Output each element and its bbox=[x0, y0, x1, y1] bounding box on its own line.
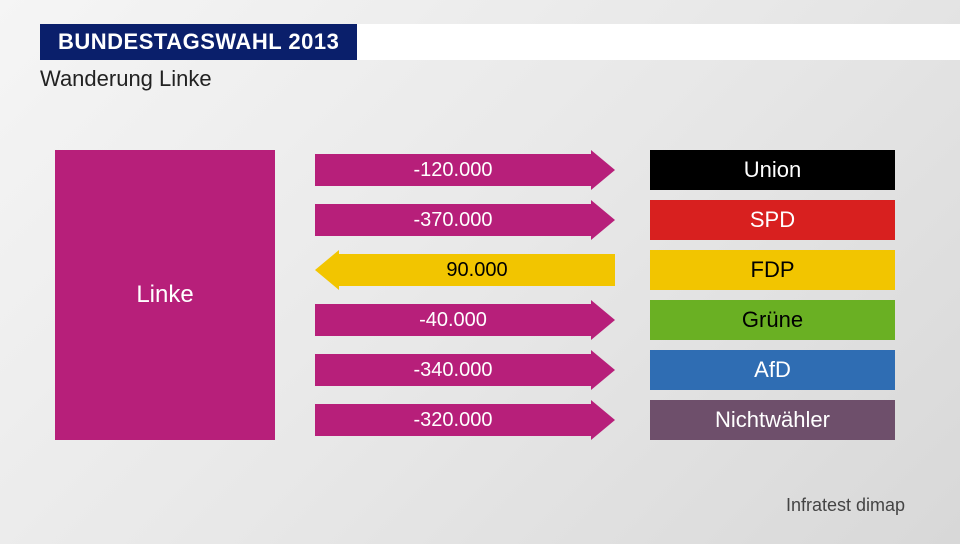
party-label: Union bbox=[650, 150, 895, 190]
arrow-right-icon bbox=[591, 300, 615, 340]
arrow-right-icon bbox=[591, 200, 615, 240]
arrow-right-icon bbox=[591, 350, 615, 390]
flow-value: 90.000 bbox=[339, 254, 615, 286]
flow-value: -320.000 bbox=[315, 404, 591, 436]
flow-value: -40.000 bbox=[315, 304, 591, 336]
flow-arrows: -120.000 -370.000 90.000 -40.000 -340.000 -32… bbox=[315, 150, 615, 450]
main-party-label: Linke bbox=[136, 281, 193, 309]
flow-value: -340.000 bbox=[315, 354, 591, 386]
flow-value: -370.000 bbox=[315, 204, 591, 236]
flow-arrow: -40.000 bbox=[315, 300, 615, 340]
party-label: Nichtwähler bbox=[650, 400, 895, 440]
party-label: SPD bbox=[650, 200, 895, 240]
flow-value: -120.000 bbox=[315, 154, 591, 186]
party-label: FDP bbox=[650, 250, 895, 290]
party-label: AfD bbox=[650, 350, 895, 390]
arrow-right-icon bbox=[591, 150, 615, 190]
flow-arrow: -320.000 bbox=[315, 400, 615, 440]
flow-arrow: -370.000 bbox=[315, 200, 615, 240]
arrow-right-icon bbox=[591, 400, 615, 440]
page-title: BUNDESTAGSWAHL 2013 bbox=[58, 29, 339, 55]
party-label: Grüne bbox=[650, 300, 895, 340]
target-parties: Union SPD FDP Grüne AfD Nichtwähler bbox=[650, 150, 895, 450]
flow-arrow: -340.000 bbox=[315, 350, 615, 390]
flow-arrow: -120.000 bbox=[315, 150, 615, 190]
source-attribution: Infratest dimap bbox=[786, 495, 905, 516]
main-party-box: Linke bbox=[55, 150, 275, 440]
arrow-left-icon bbox=[315, 250, 339, 290]
page-subtitle: Wanderung Linke bbox=[40, 66, 212, 92]
flow-arrow: 90.000 bbox=[315, 250, 615, 290]
title-bar: BUNDESTAGSWAHL 2013 bbox=[40, 24, 357, 60]
